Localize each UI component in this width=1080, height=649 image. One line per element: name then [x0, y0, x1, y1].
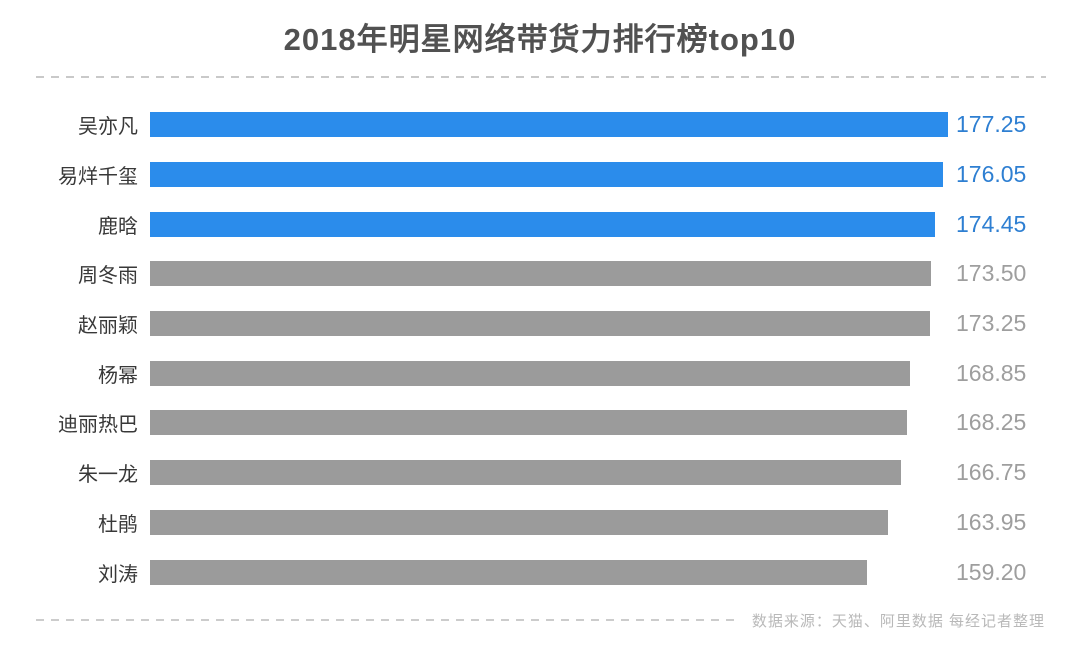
chart-title: 2018年明星网络带货力排行榜top10	[283, 22, 797, 57]
value-label: 177.25	[956, 111, 1027, 138]
bar	[150, 559, 867, 585]
bar	[150, 261, 932, 287]
bar-track	[150, 460, 948, 486]
category-label: 朱一龙	[78, 464, 138, 487]
category-label: 鹿晗	[98, 215, 138, 238]
category-label: 易烊千玺	[58, 166, 138, 189]
bar-track	[150, 261, 948, 287]
category-label: 赵丽颖	[78, 315, 138, 338]
bar-track	[150, 211, 948, 237]
bar-track	[150, 559, 948, 585]
bar-chart: 吴亦凡 177.25 易烊千玺 176.05 鹿晗 174.45 周冬雨 173.50 赵丽颖 1…	[0, 100, 1080, 597]
bottom-dashed-divider	[36, 619, 738, 621]
top-dashed-divider	[36, 76, 1046, 78]
chart-row: 杨幂 168.85	[0, 348, 1080, 398]
value-label: 166.75	[956, 459, 1027, 486]
bar	[150, 360, 911, 386]
data-source-note: 数据来源：天猫、阿里数据 每经记者整理	[751, 612, 1045, 630]
bar	[150, 112, 948, 138]
bar-track	[150, 112, 948, 138]
bar-track	[150, 509, 948, 535]
chart-row: 朱一龙 166.75	[0, 448, 1080, 498]
bar-track	[150, 360, 948, 386]
bar	[150, 410, 908, 436]
chart-footer: 数据来源：天猫、阿里数据 每经记者整理	[36, 611, 1045, 630]
value-label: 173.50	[956, 260, 1027, 287]
category-label: 迪丽热巴	[58, 414, 138, 437]
value-label: 168.85	[956, 359, 1027, 386]
value-label: 176.05	[956, 161, 1027, 188]
category-label: 刘涛	[98, 563, 138, 586]
bar-track	[150, 410, 948, 436]
chart-row: 杜鹃 163.95	[0, 498, 1080, 548]
bar-track	[150, 311, 948, 337]
category-label: 杜鹃	[98, 513, 138, 536]
value-label: 163.95	[956, 508, 1027, 535]
bar	[150, 509, 889, 535]
chart-row: 赵丽颖 173.25	[0, 299, 1080, 349]
value-label: 168.25	[956, 409, 1027, 436]
category-label: 吴亦凡	[78, 116, 138, 139]
chart-row: 刘涛 159.20	[0, 547, 1080, 597]
chart-row: 迪丽热巴 168.25	[0, 398, 1080, 448]
chart-row: 吴亦凡 177.25	[0, 100, 1080, 150]
chart-row: 鹿晗 174.45	[0, 199, 1080, 249]
category-label: 周冬雨	[78, 265, 138, 288]
value-label: 159.20	[956, 558, 1027, 585]
bar	[150, 211, 936, 237]
value-label: 174.45	[956, 210, 1027, 237]
bar	[150, 162, 943, 188]
chart-row: 周冬雨 173.50	[0, 249, 1080, 299]
bar	[150, 460, 901, 486]
bar	[150, 311, 930, 337]
chart-row: 易烊千玺 176.05	[0, 150, 1080, 200]
value-label: 173.25	[956, 310, 1027, 337]
bar-track	[150, 162, 948, 188]
category-label: 杨幂	[98, 364, 138, 387]
